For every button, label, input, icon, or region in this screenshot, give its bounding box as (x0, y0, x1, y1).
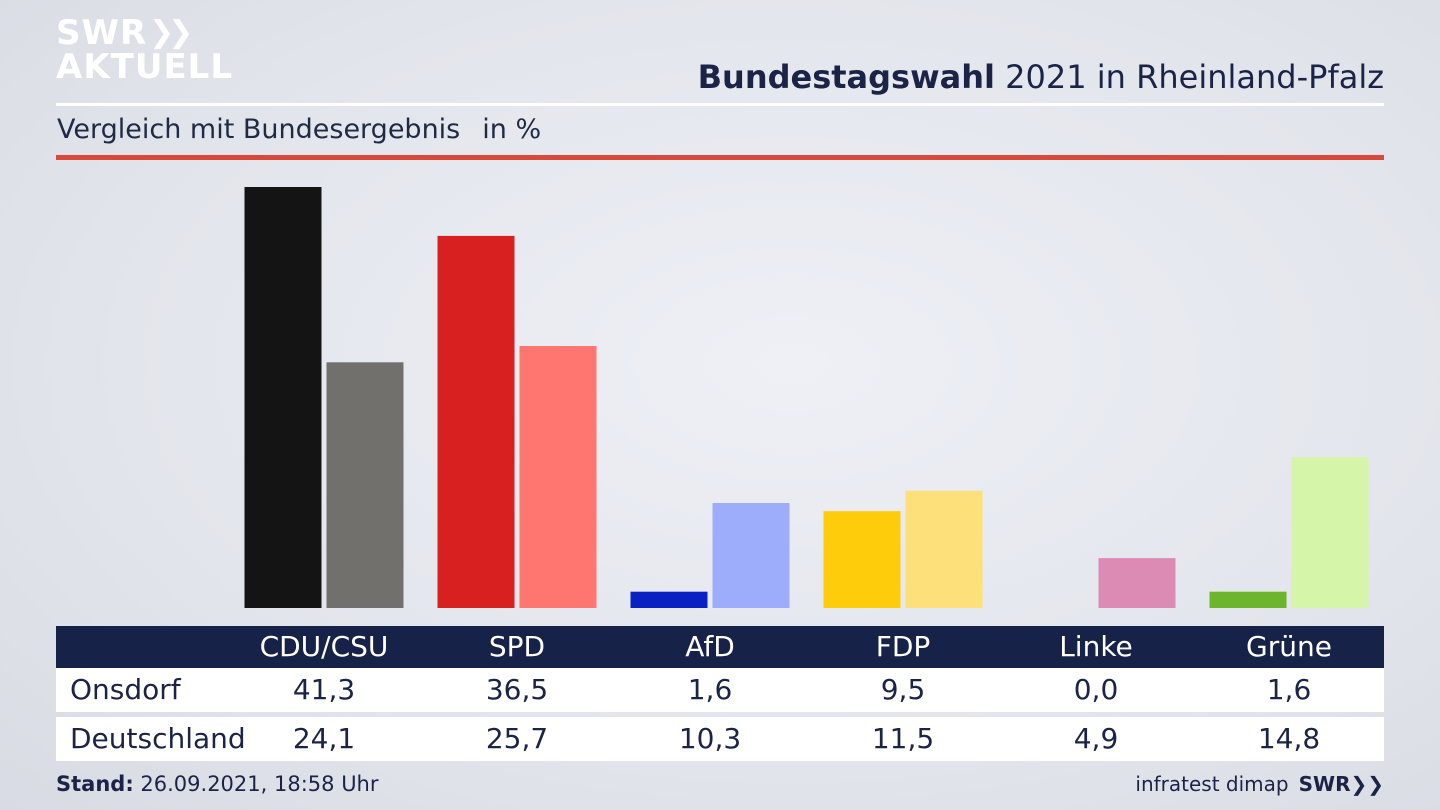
logo-line2: AKTUELL (56, 47, 234, 87)
value-cell: 4,9 (1073, 722, 1119, 755)
row-label-deutschland: Deutschland (70, 722, 246, 755)
stand-value: 26.09.2021, 18:58 Uhr (140, 772, 379, 796)
value-cell: 10,3 (678, 722, 742, 755)
bar-linke-deutschland (1098, 558, 1176, 608)
title-bold: Bundestagswahl (697, 58, 995, 96)
results-table: CDU/CSU SPD AfD FDP Linke Grüne Onsdorf 41,3 3… (56, 626, 1384, 761)
page-title: Bundestagswahl 2021 in Rheinland-Pfalz (698, 58, 1384, 96)
swr-brand: SWR❯❯ (1299, 772, 1384, 796)
bar-fdp-deutschland (905, 490, 983, 608)
value-cell: 25,7 (485, 722, 549, 755)
bar-spd-onsdorf (437, 235, 515, 608)
value-cell: 9,5 (880, 673, 926, 706)
value-cell: 0,0 (1073, 673, 1119, 706)
logo-line1: SWR (56, 13, 148, 53)
column-header-fdp: FDP (875, 630, 931, 663)
bar-spd-deutschland (519, 346, 597, 608)
value-cell: 41,3 (292, 673, 356, 706)
brand-text: SWR (1298, 772, 1351, 796)
value-cell: 24,1 (292, 722, 356, 755)
column-header-linke: Linke (1059, 630, 1133, 663)
value-cell: 36,5 (485, 673, 549, 706)
column-header-cdu-csu: CDU/CSU (259, 630, 389, 663)
source-credit: infratest dimap SWR❯❯ (1135, 772, 1384, 796)
bar-afd-deutschland (712, 503, 790, 608)
value-cell: 1,6 (1266, 673, 1312, 706)
title-divider (56, 103, 1384, 106)
table-row-deutschland: Deutschland 24,1 25,7 10,3 11,5 4,9 14,8 (56, 717, 1384, 761)
table-header-row: CDU/CSU SPD AfD FDP Linke Grüne (56, 626, 1384, 668)
subtitle-text: Vergleich mit Bundesergebnis (57, 114, 461, 145)
brand-chevrons-icon: ❯❯ (1350, 772, 1384, 796)
bar-grüne-deutschland (1291, 457, 1369, 608)
table-row-onsdorf: Onsdorf 41,3 36,5 1,6 9,5 0,0 1,6 (56, 668, 1384, 712)
accent-rule (56, 155, 1384, 160)
row-label-onsdorf: Onsdorf (70, 673, 181, 706)
value-cell: 1,6 (687, 673, 733, 706)
bar-cdu-csu-onsdorf (244, 187, 322, 608)
column-header-spd: SPD (488, 630, 546, 663)
bar-grüne-onsdorf (1209, 591, 1287, 608)
source-text: infratest dimap (1135, 772, 1289, 796)
bar-afd-onsdorf (630, 591, 708, 608)
value-cell: 11,5 (871, 722, 935, 755)
chart-subtitle: Vergleich mit Bundesergebnis in % (57, 114, 541, 145)
bar-fdp-onsdorf (823, 511, 901, 608)
column-header-grüne: Grüne (1246, 630, 1332, 663)
value-cell: 14,8 (1257, 722, 1321, 755)
column-header-afd: AfD (685, 630, 735, 663)
timestamp: Stand: 26.09.2021, 18:58 Uhr (56, 772, 379, 796)
stand-label: Stand: (56, 772, 134, 796)
bar-cdu-csu-deutschland (326, 362, 404, 608)
title-rest: 2021 in Rheinland-Pfalz (1005, 58, 1384, 96)
subtitle-unit: in % (482, 114, 542, 145)
swr-aktuell-logo: SWR ❯❯ AKTUELL (56, 13, 234, 87)
chevrons-icon: ❯❯ (149, 15, 193, 50)
